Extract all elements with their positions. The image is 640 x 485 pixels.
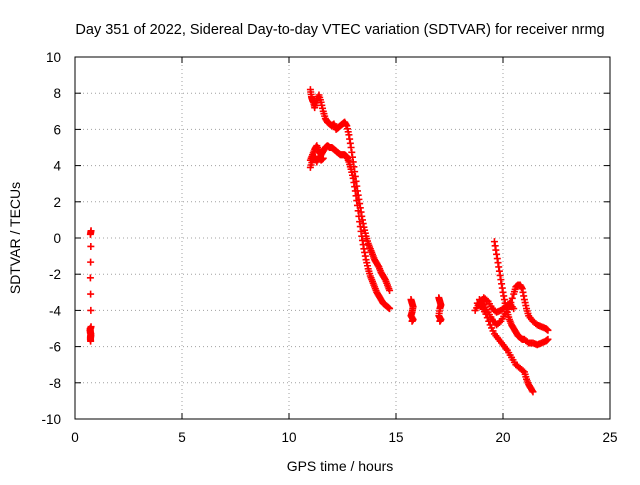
data-point — [87, 258, 95, 266]
data-point — [436, 317, 444, 325]
data-point — [386, 286, 394, 294]
data-point — [519, 367, 527, 375]
data-point — [87, 306, 95, 314]
x-tick-label: 20 — [495, 430, 510, 445]
y-tick-label: 10 — [46, 50, 61, 65]
y-tick-label: -8 — [49, 376, 61, 391]
y-tick-label: 4 — [53, 159, 61, 174]
chart-title: Day 351 of 2022, Sidereal Day-to-day VTE… — [75, 22, 604, 38]
data-point — [529, 388, 537, 396]
data-point — [544, 326, 552, 334]
data-point — [510, 305, 518, 313]
y-tick-label: -4 — [49, 303, 61, 318]
y-tick-label: 6 — [53, 122, 61, 137]
data-point — [86, 274, 94, 282]
x-tick-label: 25 — [602, 430, 617, 445]
y-tick-label: -6 — [49, 340, 61, 355]
y-tick-label: 8 — [53, 86, 61, 101]
data-point — [319, 154, 327, 162]
data-point — [508, 294, 516, 302]
data-point — [544, 335, 552, 343]
y-tick-label: -2 — [49, 267, 61, 282]
x-tick-label: 5 — [178, 430, 186, 445]
data-point — [87, 227, 95, 235]
y-tick-label: 2 — [53, 195, 61, 210]
data-points — [86, 86, 552, 396]
y-tick-label: -10 — [41, 412, 61, 427]
ticks: 0 5 10 15 20 25 -10 -8 -6 -4 -2 0 2 4 6 8 10 — [41, 50, 617, 445]
data-point — [87, 290, 95, 298]
data-point — [483, 296, 491, 304]
grid — [75, 57, 610, 419]
data-point — [386, 305, 394, 313]
y-tick-label: 0 — [53, 231, 61, 246]
data-point — [86, 335, 94, 343]
x-tick-label: 0 — [71, 430, 79, 445]
x-axis-label: GPS time / hours — [287, 458, 394, 474]
data-point — [408, 317, 416, 325]
x-tick-label: 10 — [281, 430, 296, 445]
x-tick-label: 15 — [388, 430, 403, 445]
data-point — [87, 242, 95, 250]
data-point — [495, 318, 503, 326]
y-axis-label: SDTVAR / TECUs — [7, 182, 23, 294]
